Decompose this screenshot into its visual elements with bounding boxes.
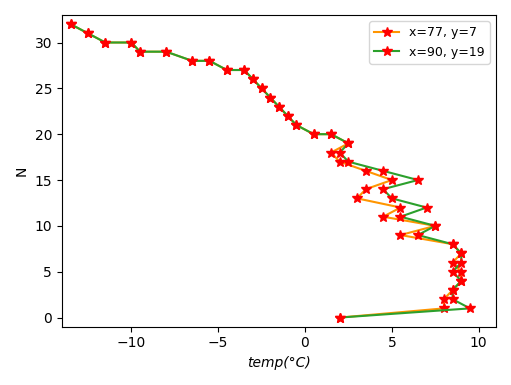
- x=77, y=7: [224, 68, 230, 72]
- x=90, y=19: [450, 242, 456, 246]
- x=90, y=19: [389, 196, 395, 201]
- x=77, y=7: [311, 132, 317, 137]
- x=77, y=7: [163, 49, 169, 54]
- x=77, y=7: [241, 68, 247, 72]
- x=90, y=19: [424, 205, 430, 210]
- x=77, y=7: [380, 214, 386, 219]
- x=77, y=7: [102, 40, 108, 45]
- x=77, y=7: [259, 86, 265, 90]
- x=90, y=19: [345, 159, 352, 164]
- x=77, y=7: [398, 233, 404, 237]
- x=77, y=7: [345, 141, 352, 146]
- x=77, y=7: [458, 251, 464, 256]
- x=90, y=19: [345, 141, 352, 146]
- x=77, y=7: [450, 242, 456, 246]
- x=90, y=19: [450, 288, 456, 292]
- x=77, y=7: [137, 49, 143, 54]
- x=90, y=19: [241, 68, 247, 72]
- x=90, y=19: [380, 169, 386, 173]
- x=77, y=7: [206, 59, 213, 63]
- x=77, y=7: [276, 104, 282, 109]
- x=77, y=7: [337, 159, 343, 164]
- x=77, y=7: [250, 77, 256, 82]
- x=77, y=7: [128, 40, 134, 45]
- x=90, y=19: [458, 279, 464, 283]
- x=90, y=19: [67, 22, 74, 27]
- x=77, y=7: [363, 169, 369, 173]
- x=90, y=19: [380, 187, 386, 191]
- x=90, y=19: [267, 95, 273, 100]
- x=77, y=7: [328, 150, 334, 155]
- x=90, y=19: [458, 251, 464, 256]
- x=77, y=7: [441, 297, 447, 301]
- x=77, y=7: [67, 22, 74, 27]
- x=77, y=7: [267, 95, 273, 100]
- x=90, y=19: [250, 77, 256, 82]
- x=90, y=19: [432, 224, 438, 228]
- x=77, y=7: [398, 205, 404, 210]
- Legend: x=77, y=7, x=90, y=19: x=77, y=7, x=90, y=19: [369, 21, 490, 64]
- x=90, y=19: [398, 214, 404, 219]
- x=90, y=19: [293, 123, 299, 127]
- x=90, y=19: [163, 49, 169, 54]
- x=90, y=19: [224, 68, 230, 72]
- x=90, y=19: [458, 260, 464, 265]
- x=90, y=19: [137, 49, 143, 54]
- x=90, y=19: [102, 40, 108, 45]
- x=77, y=7: [432, 224, 438, 228]
- x=77, y=7: [189, 59, 195, 63]
- x=90, y=19: [337, 150, 343, 155]
- x=77, y=7: [293, 123, 299, 127]
- Line: x=90, y=19: x=90, y=19: [66, 19, 475, 322]
- x=90, y=19: [450, 297, 456, 301]
- x=90, y=19: [259, 86, 265, 90]
- x=90, y=19: [311, 132, 317, 137]
- x=90, y=19: [467, 306, 473, 311]
- x=90, y=19: [206, 59, 213, 63]
- x=90, y=19: [285, 114, 291, 118]
- x=90, y=19: [337, 315, 343, 320]
- Y-axis label: N: N: [15, 166, 29, 176]
- x=90, y=19: [128, 40, 134, 45]
- x=90, y=19: [450, 270, 456, 274]
- x=77, y=7: [328, 132, 334, 137]
- x=77, y=7: [389, 178, 395, 182]
- x=77, y=7: [450, 288, 456, 292]
- X-axis label: temp(°C): temp(°C): [247, 356, 311, 370]
- x=77, y=7: [458, 279, 464, 283]
- x=90, y=19: [189, 59, 195, 63]
- x=90, y=19: [85, 31, 91, 36]
- x=77, y=7: [85, 31, 91, 36]
- x=90, y=19: [415, 178, 421, 182]
- x=90, y=19: [328, 132, 334, 137]
- x=90, y=19: [415, 233, 421, 237]
- x=77, y=7: [441, 306, 447, 311]
- x=90, y=19: [276, 104, 282, 109]
- x=77, y=7: [337, 315, 343, 320]
- Line: x=77, y=7: x=77, y=7: [66, 19, 466, 322]
- x=77, y=7: [354, 196, 360, 201]
- x=77, y=7: [363, 187, 369, 191]
- x=77, y=7: [450, 260, 456, 265]
- x=77, y=7: [458, 270, 464, 274]
- x=77, y=7: [285, 114, 291, 118]
